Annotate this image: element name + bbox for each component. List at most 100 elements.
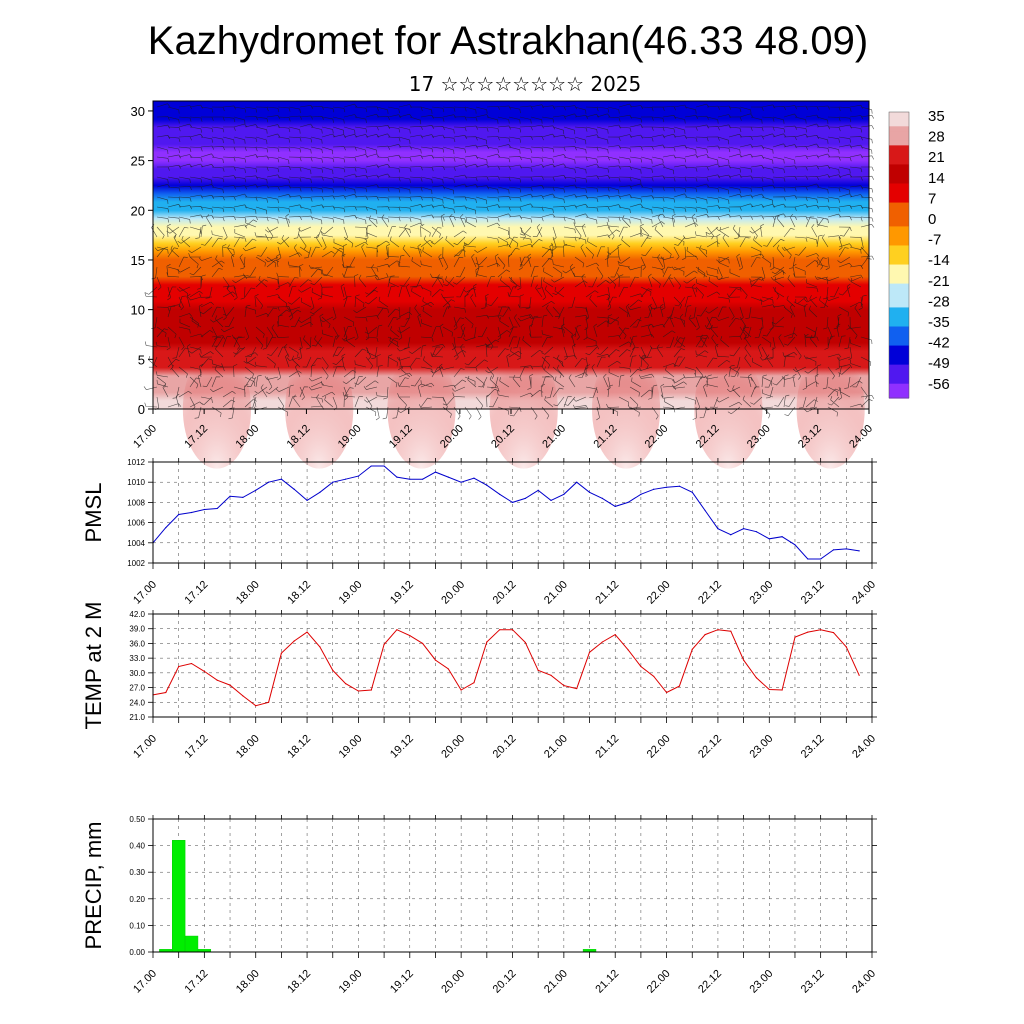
x-tick-label: 20.00 bbox=[439, 733, 467, 761]
pmsl-point bbox=[473, 477, 475, 479]
temperature_2m-point bbox=[242, 695, 244, 697]
pmsl-point bbox=[653, 488, 655, 490]
temperature_2m-point bbox=[717, 629, 719, 631]
temperature_2m-point bbox=[653, 675, 655, 677]
x-tick-label: 20.12 bbox=[491, 733, 519, 761]
colorbar-segment bbox=[889, 355, 909, 361]
x-tick-label: 24.00 bbox=[850, 968, 878, 996]
x-tick-label: 24.00 bbox=[850, 579, 878, 607]
pmsl-point bbox=[588, 491, 591, 493]
x-tick-label: 19.00 bbox=[337, 968, 365, 996]
x-tick-label: 17.00 bbox=[131, 733, 159, 761]
precip-bar bbox=[184, 935, 199, 953]
x-tick-label: 21.12 bbox=[593, 733, 621, 761]
colorbar-segment bbox=[889, 178, 909, 185]
colorbar-segment bbox=[889, 307, 909, 313]
pmsl-point bbox=[858, 550, 860, 552]
x-tick-label: 23.12 bbox=[799, 968, 827, 996]
colorbar-segment bbox=[889, 283, 909, 289]
colorbar-segment bbox=[889, 278, 909, 285]
temperature_2m-point bbox=[267, 701, 270, 703]
colorbar-segment bbox=[889, 193, 909, 199]
colorbar-segment bbox=[889, 297, 909, 304]
temperature_2m-point bbox=[601, 641, 603, 643]
pmsl-point bbox=[755, 531, 758, 533]
colorbar-segment bbox=[889, 197, 909, 204]
colorbar-segment bbox=[889, 369, 909, 375]
x-tick-label: 22.12 bbox=[696, 733, 724, 761]
y-tick-label: 24.0 bbox=[129, 698, 145, 707]
pmsl-point bbox=[537, 489, 539, 491]
colorbar-segment bbox=[889, 164, 909, 170]
temperature_2m-point bbox=[588, 651, 591, 653]
temperature_2m-point bbox=[807, 631, 809, 633]
temperature_2m-point bbox=[396, 629, 398, 631]
y-tick-label: 0.30 bbox=[129, 868, 145, 877]
pmsl-point bbox=[563, 493, 565, 495]
pmsl-point bbox=[306, 499, 308, 501]
pmsl-point bbox=[319, 491, 321, 493]
temperature_2m-point bbox=[447, 668, 449, 670]
colorbar-segment bbox=[889, 159, 909, 166]
y-tick-label: 30.0 bbox=[129, 669, 145, 678]
temperature_2m-point bbox=[344, 683, 347, 685]
x-tick-label: 20.00 bbox=[439, 579, 467, 607]
pmsl-point bbox=[511, 501, 514, 503]
y-axis-label: TEMP at 2 M bbox=[81, 602, 106, 730]
x-tick-label: 21.00 bbox=[542, 733, 570, 761]
temperature_2m-point bbox=[678, 685, 681, 687]
pmsl-point bbox=[229, 495, 231, 497]
colorbar-segment bbox=[889, 302, 909, 309]
colorbar-label: -42 bbox=[928, 335, 950, 352]
colorbar-segment bbox=[889, 207, 909, 213]
x-tick-label: 17.00 bbox=[131, 579, 159, 607]
y-tick-label: 1006 bbox=[127, 519, 145, 528]
temperature_2m-point bbox=[820, 629, 822, 631]
temperature_2m-point bbox=[293, 640, 295, 642]
temperature_2m-point bbox=[755, 677, 758, 679]
colorbar-label: 35 bbox=[928, 108, 945, 125]
y-tick-label: 10 bbox=[131, 303, 145, 318]
y-tick-label: 15 bbox=[131, 253, 145, 268]
pmsl-point bbox=[550, 499, 552, 501]
x-tick-label: 22.00 bbox=[645, 733, 673, 761]
pmsl-point bbox=[486, 484, 488, 486]
pmsl-point bbox=[832, 549, 835, 551]
colorbar-segment bbox=[889, 235, 909, 242]
temperature_2m-point bbox=[768, 688, 770, 691]
pmsl-point bbox=[576, 481, 578, 483]
chart-title: Kazhydromet for Astrakhan(46.33 48.09) bbox=[148, 19, 868, 63]
precip-bar bbox=[172, 840, 186, 953]
x-tick-label: 18.00 bbox=[234, 733, 262, 761]
colorbar-segment bbox=[889, 393, 909, 399]
x-tick-label: 18.00 bbox=[234, 968, 262, 996]
temperature_2m-point bbox=[576, 687, 578, 690]
colorbar-label: 21 bbox=[928, 149, 945, 166]
pmsl-points bbox=[152, 465, 860, 560]
y-tick-label: 0.40 bbox=[129, 842, 145, 851]
temperature_2m-point bbox=[319, 646, 321, 648]
colorbar-segment bbox=[889, 131, 909, 137]
pmsl-point bbox=[781, 536, 783, 538]
temperature_2m-point bbox=[216, 679, 218, 681]
temperature_2m-point bbox=[422, 642, 424, 645]
colorbar-segment bbox=[889, 250, 909, 256]
wind-barb-field bbox=[143, 103, 875, 421]
pmsl-point bbox=[704, 509, 706, 512]
pmsl-point bbox=[794, 544, 796, 546]
pmsl-point bbox=[383, 465, 385, 467]
temperature_2m-point bbox=[255, 705, 257, 707]
temperature_2m-point bbox=[704, 634, 706, 636]
temperature_2m-point bbox=[499, 629, 501, 631]
colorbar-segment bbox=[889, 240, 909, 247]
y-tick-label: 27.0 bbox=[129, 684, 145, 693]
pmsl-point bbox=[396, 476, 398, 478]
colorbar-label: 28 bbox=[928, 129, 945, 146]
pmsl-panel: 1002 1004 1006 1008 1010 1012 17.00 17.12 18.00 1… bbox=[81, 458, 878, 607]
colorbar-segment bbox=[889, 188, 909, 194]
x-tick-label: 23.12 bbox=[799, 733, 827, 761]
pmsl-point bbox=[203, 508, 205, 511]
x-tick-label: 17.00 bbox=[131, 968, 159, 996]
